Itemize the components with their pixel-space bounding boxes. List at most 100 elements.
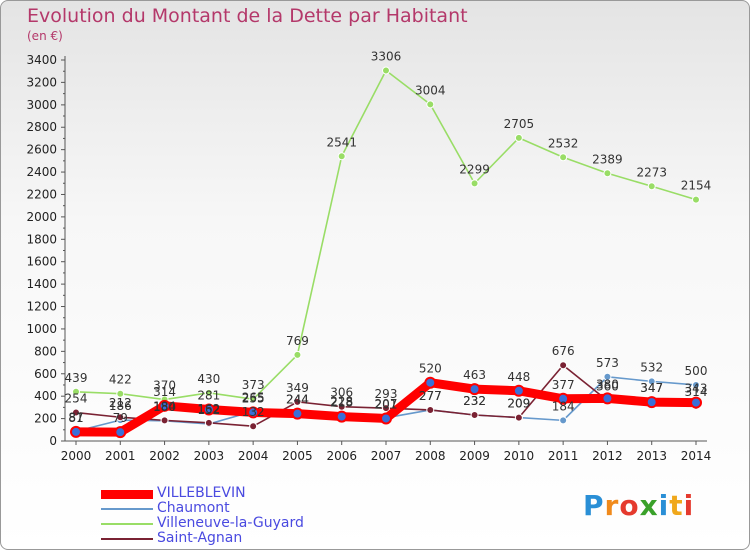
x-tick-label: 2013 [636,449,667,463]
data-point-saint-agnan [337,402,346,411]
x-tick-label: 2012 [592,449,623,463]
data-label-chaumont: 228 [330,394,353,408]
data-point-villeneuve-la-guyard [249,395,258,404]
data-point-villeblevin [291,407,304,420]
chart-title: Evolution du Montant de la Dette par Hab… [27,5,468,27]
data-point-saint-agnan [116,413,125,422]
data-label-chaumont: 207 [375,397,398,411]
data-point-chaumont [559,416,568,425]
data-label-villeblevin: 81 [68,411,83,425]
data-label-villeneuve-la-guyard: 3004 [415,83,446,97]
legend-label: Chaumont [157,500,230,516]
data-label-villeneuve-la-guyard: 2154 [681,179,712,193]
data-point-villeblevin [335,410,348,423]
data-labels: 439 422 370 430 373 769 2541 3306 3004 2299 2705 25… [65,50,712,426]
x-tick-label: 2003 [194,449,225,463]
data-label-saint-agnan: 306 [330,386,353,400]
data-point-saint-agnan [514,413,523,422]
y-tick-label: 0 [49,434,57,448]
data-label-villeneuve-la-guyard: 2541 [326,135,357,149]
data-label-chaumont: 186 [109,399,132,413]
data-label-villeblevin: 448 [507,370,530,384]
data-label-saint-agnan: 347 [640,381,663,395]
data-point-villeneuve-la-guyard [293,350,302,359]
data-point-villeneuve-la-guyard [337,152,346,161]
y-tick-label: 200 [34,412,57,426]
data-label-villeneuve-la-guyard: 769 [286,334,309,348]
data-label-saint-agnan: 360 [596,380,619,394]
y-tick-label: 2400 [26,165,57,179]
data-point-villeneuve-la-guyard [470,179,479,188]
data-point-villeneuve-la-guyard [603,169,612,178]
x-tick-label: 2009 [459,449,490,463]
data-point-villeblevin [380,412,392,425]
y-tick-label: 800 [34,344,57,358]
y-tick-label: 2000 [26,210,57,224]
x-tick-label: 2010 [504,449,535,463]
x-tick-label: 2002 [149,449,180,463]
data-label-saint-agnan: 184 [153,399,176,413]
data-label-saint-agnan: 254 [65,392,88,406]
x-tick-label: 2005 [282,449,313,463]
proxiti-logo: Proxiti [583,489,695,522]
legend-swatch [101,489,153,499]
y-tick-label: 2800 [26,120,57,134]
data-label-villeblevin: 343 [685,382,708,396]
data-label-chaumont: 87 [68,410,83,424]
data-label-chaumont: 277 [419,389,442,403]
x-tick-label: 2004 [238,449,269,463]
data-point-villeblevin [512,384,525,397]
legend-label: Villeneuve-la-Guyard [157,515,304,531]
y-tick-label: 2200 [26,187,57,201]
data-label-chaumont: 209 [507,397,530,411]
legend-label: Saint-Agnan [157,530,243,546]
data-label-saint-agnan: 209 [507,397,530,411]
x-tick-label: 2000 [61,449,92,463]
data-label-villeneuve-la-guyard: 2273 [636,165,667,179]
data-label-chaumont: 244 [286,393,309,407]
data-label-chaumont: 184 [552,399,575,413]
y-tick-label: 2600 [26,143,57,157]
data-label-chaumont: 532 [640,360,663,374]
data-point-chaumont [692,380,700,389]
y-tick-label: 1800 [26,232,57,246]
data-label-villeblevin: 281 [197,389,220,403]
data-point-villeblevin [468,383,481,396]
data-point-villeneuve-la-guyard [514,133,523,142]
data-point-villeblevin [690,396,702,409]
x-tick-label: 2006 [326,449,357,463]
series-line-villeneuve-la-guyard [75,69,697,401]
data-point-villeneuve-la-guyard [692,195,700,204]
data-point-villeneuve-la-guyard [647,182,656,191]
y-tick-label: 400 [34,389,57,403]
data-label-saint-agnan: 293 [375,387,398,401]
data-point-villeblevin [247,406,260,419]
y-tick-label: 600 [34,367,57,381]
data-point-villeneuve-la-guyard [116,389,125,398]
data-point-villeblevin [424,376,437,389]
data-point-saint-agnan [249,422,258,431]
data-label-saint-agnan: 212 [109,396,132,410]
data-label-villeblevin: 314 [153,385,176,399]
data-point-villeblevin [70,425,82,438]
data-label-saint-agnan: 349 [286,381,309,395]
data-label-villeneuve-la-guyard: 422 [109,373,132,387]
data-point-villeneuve-la-guyard [559,153,568,162]
data-label-villeneuve-la-guyard: 2389 [592,152,623,166]
data-label-villeneuve-la-guyard: 2299 [459,162,490,176]
data-label-saint-agnan: 314 [685,385,708,399]
x-tick-label: 2007 [371,449,402,463]
data-point-saint-agnan [426,405,435,414]
data-point-villeblevin [645,396,658,409]
unit-label: (en €) [27,29,63,43]
data-point-chaumont [603,372,612,381]
data-label-villeneuve-la-guyard: 373 [242,378,265,392]
data-label-saint-agnan: 132 [242,405,265,419]
data-label-villeblevin: 244 [286,393,309,407]
data-point-villeneuve-la-guyard [72,387,80,396]
data-label-saint-agnan: 277 [419,389,442,403]
data-point-villeneuve-la-guyard [382,66,390,75]
legend-swatch [101,538,153,540]
